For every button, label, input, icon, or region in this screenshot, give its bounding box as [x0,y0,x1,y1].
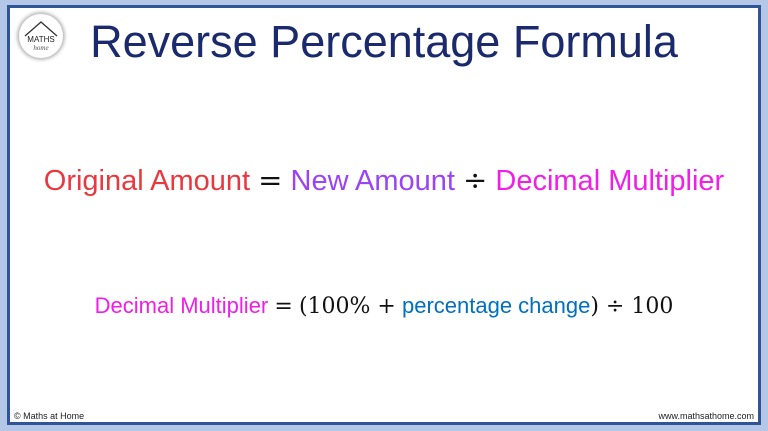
original-amount: Original Amount [43,165,251,197]
percentage-change: percentage change [401,293,591,318]
close-expression: ) ÷ 100 [590,294,674,319]
website-url: www.mathsathome.com [658,411,754,421]
svg-text:home: home [33,44,48,52]
svg-text:MATHS: MATHS [27,35,54,44]
slide-frame: MATHS home Reverse Percentage Formula Or… [7,5,761,425]
decimal-multiplier: Decimal Multiplier [94,293,269,318]
reverse-percentage-formula: Original Amount = New Amount ÷ Decimal M… [10,163,758,198]
page-title: Reverse Percentage Formula [90,16,678,67]
copyright: © Maths at Home [14,411,85,421]
equals-sign: = [258,163,283,197]
decimal-multiplier-formula: Decimal Multiplier = (100% + percentage … [10,293,758,319]
new-amount: New Amount [290,165,455,197]
divide-sign: ÷ [463,163,488,197]
open-expression: (100% + [298,294,396,319]
equals-sign: = [274,294,293,319]
maths-at-home-logo: MATHS home [19,14,63,58]
decimal-multiplier: Decimal Multiplier [495,165,725,197]
